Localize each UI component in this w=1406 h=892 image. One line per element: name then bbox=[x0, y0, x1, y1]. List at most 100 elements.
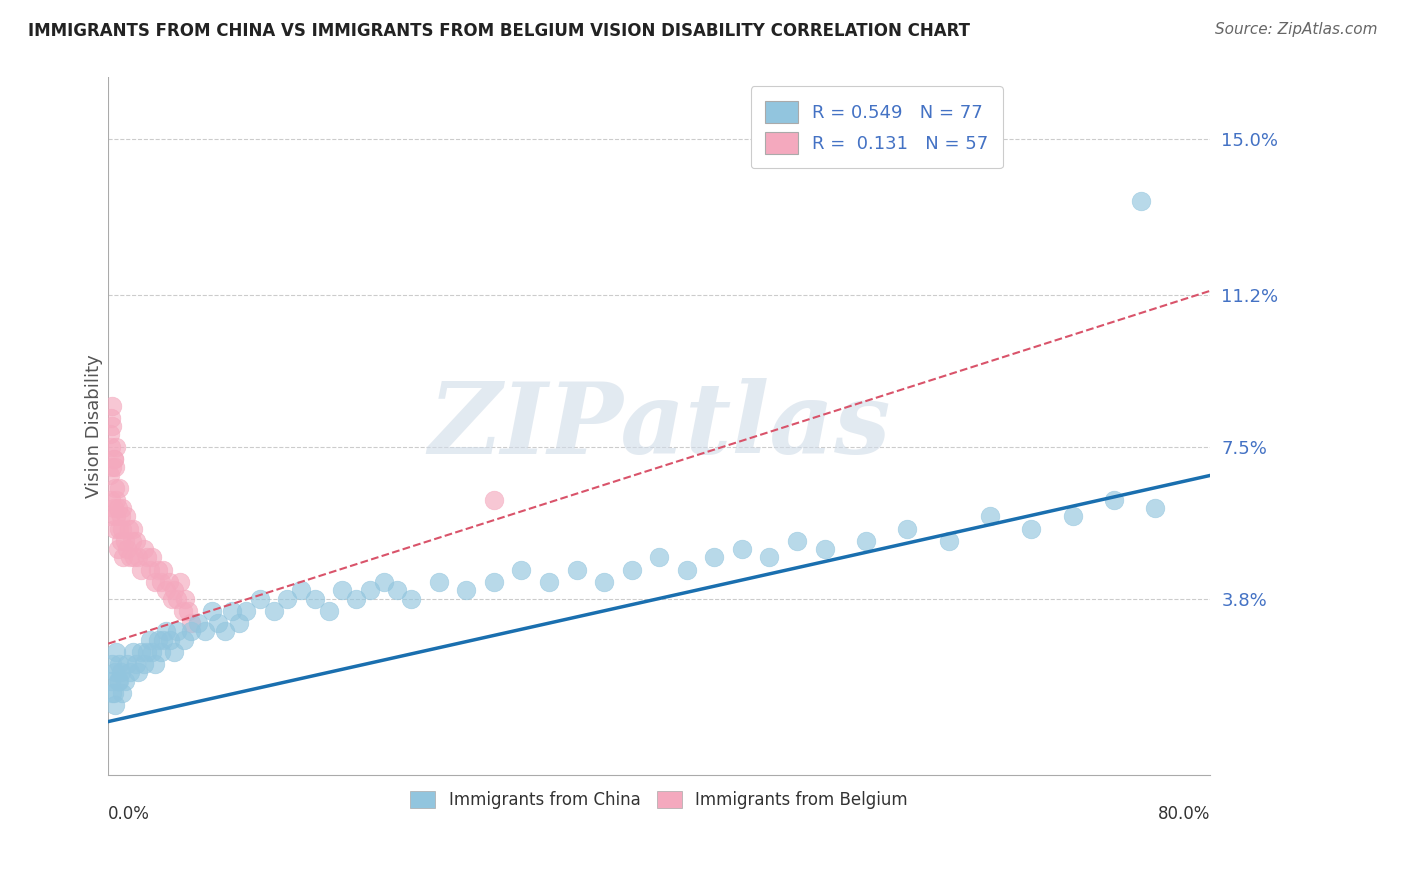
Point bbox=[110, 509, 132, 524]
Point bbox=[112, 550, 135, 565]
Point bbox=[221, 604, 243, 618]
Point bbox=[332, 583, 354, 598]
Point bbox=[107, 501, 129, 516]
Point bbox=[101, 657, 124, 672]
Point bbox=[359, 583, 381, 598]
Point bbox=[1062, 509, 1084, 524]
Point bbox=[98, 509, 121, 524]
Point bbox=[101, 399, 124, 413]
Text: 80.0%: 80.0% bbox=[1159, 805, 1211, 823]
Point bbox=[111, 686, 134, 700]
Point bbox=[103, 452, 125, 467]
Point bbox=[290, 583, 312, 598]
Point bbox=[318, 604, 340, 618]
Point bbox=[132, 542, 155, 557]
Point bbox=[108, 481, 131, 495]
Point bbox=[1144, 501, 1167, 516]
Point bbox=[304, 591, 326, 606]
Point bbox=[135, 645, 157, 659]
Point bbox=[979, 509, 1001, 524]
Point bbox=[648, 550, 671, 565]
Point bbox=[108, 673, 131, 688]
Point bbox=[128, 665, 150, 680]
Point bbox=[703, 550, 725, 565]
Point bbox=[110, 534, 132, 549]
Point bbox=[135, 550, 157, 565]
Point bbox=[166, 591, 188, 606]
Point bbox=[157, 575, 180, 590]
Point bbox=[114, 673, 136, 688]
Point bbox=[118, 522, 141, 536]
Point bbox=[101, 460, 124, 475]
Legend: Immigrants from China, Immigrants from Belgium: Immigrants from China, Immigrants from B… bbox=[404, 784, 915, 815]
Point bbox=[401, 591, 423, 606]
Point bbox=[263, 604, 285, 618]
Point bbox=[174, 591, 197, 606]
Point bbox=[107, 542, 129, 557]
Point bbox=[122, 522, 145, 536]
Point bbox=[138, 632, 160, 647]
Point bbox=[105, 440, 128, 454]
Point bbox=[1130, 194, 1153, 208]
Point bbox=[1102, 493, 1125, 508]
Point bbox=[731, 542, 754, 557]
Point bbox=[510, 563, 533, 577]
Point bbox=[235, 604, 257, 618]
Point bbox=[141, 645, 163, 659]
Point bbox=[146, 632, 169, 647]
Point bbox=[194, 624, 217, 639]
Point bbox=[101, 686, 124, 700]
Point bbox=[387, 583, 409, 598]
Point bbox=[111, 522, 134, 536]
Point bbox=[180, 624, 202, 639]
Point bbox=[166, 624, 188, 639]
Point bbox=[104, 522, 127, 536]
Point bbox=[103, 686, 125, 700]
Point bbox=[427, 575, 450, 590]
Point bbox=[103, 501, 125, 516]
Point bbox=[104, 665, 127, 680]
Point bbox=[114, 534, 136, 549]
Point bbox=[108, 522, 131, 536]
Point bbox=[249, 591, 271, 606]
Point bbox=[125, 534, 148, 549]
Point bbox=[100, 493, 122, 508]
Point bbox=[152, 563, 174, 577]
Point bbox=[344, 591, 367, 606]
Point bbox=[104, 481, 127, 495]
Point bbox=[675, 563, 697, 577]
Point bbox=[100, 411, 122, 425]
Point bbox=[537, 575, 560, 590]
Text: Source: ZipAtlas.com: Source: ZipAtlas.com bbox=[1215, 22, 1378, 37]
Point bbox=[117, 657, 139, 672]
Point bbox=[121, 534, 143, 549]
Point bbox=[143, 657, 166, 672]
Point bbox=[456, 583, 478, 598]
Point bbox=[565, 563, 588, 577]
Point bbox=[138, 563, 160, 577]
Text: ZIPatlas: ZIPatlas bbox=[427, 378, 890, 475]
Point bbox=[200, 604, 222, 618]
Point bbox=[163, 583, 186, 598]
Point bbox=[163, 645, 186, 659]
Point bbox=[124, 550, 146, 565]
Point bbox=[187, 616, 209, 631]
Point bbox=[149, 645, 172, 659]
Point bbox=[155, 583, 177, 598]
Point bbox=[107, 673, 129, 688]
Point bbox=[100, 440, 122, 454]
Point bbox=[143, 575, 166, 590]
Point bbox=[100, 673, 122, 688]
Point bbox=[110, 665, 132, 680]
Point bbox=[938, 534, 960, 549]
Y-axis label: Vision Disability: Vision Disability bbox=[86, 354, 103, 498]
Point bbox=[159, 632, 181, 647]
Point bbox=[120, 550, 142, 565]
Point bbox=[129, 645, 152, 659]
Point bbox=[896, 522, 918, 536]
Point bbox=[98, 468, 121, 483]
Point bbox=[117, 542, 139, 557]
Point bbox=[482, 575, 505, 590]
Point bbox=[128, 550, 150, 565]
Point bbox=[207, 616, 229, 631]
